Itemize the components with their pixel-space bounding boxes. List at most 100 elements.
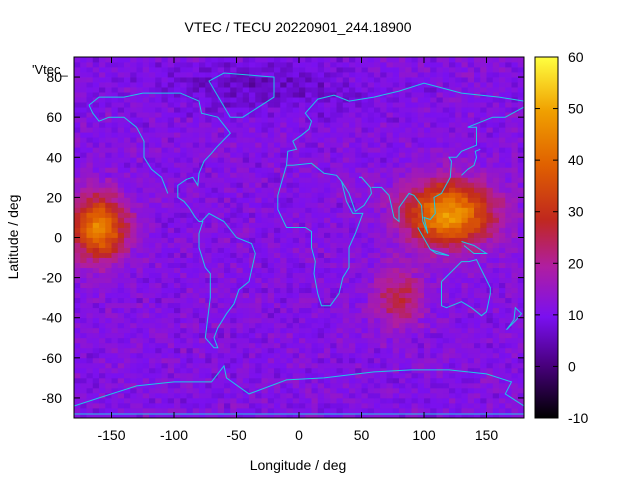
heatmap-cell (330, 342, 337, 349)
heatmap-cell (311, 187, 319, 193)
heatmap-cell (161, 327, 169, 334)
heatmap-cell (130, 372, 137, 379)
heatmap-cell (186, 282, 194, 289)
heatmap-cell (399, 362, 406, 369)
heatmap-cell (286, 247, 294, 253)
heatmap-cell (280, 167, 287, 173)
heatmap-cell (442, 347, 450, 354)
heatmap-cell (136, 327, 144, 334)
heatmap-cell (380, 192, 387, 198)
heatmap-cell (486, 352, 494, 359)
heatmap-cell (274, 142, 281, 148)
heatmap-cell (92, 172, 100, 178)
heatmap-cell (461, 202, 469, 208)
heatmap-cell (174, 152, 181, 158)
heatmap-cell (111, 117, 119, 123)
heatmap-cell (449, 72, 456, 78)
heatmap-cell (261, 197, 269, 203)
heatmap-cell (230, 137, 237, 143)
heatmap-cell (467, 97, 475, 103)
heatmap-cell (105, 252, 112, 258)
heatmap-cell (342, 147, 350, 153)
heatmap-cell (117, 232, 125, 238)
heatmap-cell (424, 312, 431, 319)
heatmap-cell (517, 302, 524, 309)
heatmap-cell (486, 312, 494, 319)
heatmap-cell (267, 87, 275, 93)
heatmap-cell (399, 287, 406, 294)
heatmap-cell (380, 97, 387, 103)
heatmap-cell (330, 212, 337, 218)
heatmap-cell (436, 302, 444, 309)
heatmap-cell (336, 252, 344, 258)
heatmap-cell (480, 232, 487, 238)
heatmap-cell (361, 122, 369, 128)
heatmap-cell (392, 397, 400, 404)
heatmap-cell (511, 252, 519, 258)
heatmap-cell (186, 207, 194, 213)
heatmap-cell (80, 392, 87, 399)
heatmap-cell (167, 157, 175, 163)
heatmap-cell (186, 247, 194, 253)
heatmap-cell (505, 282, 512, 289)
heatmap-cell (417, 372, 425, 379)
heatmap-cell (324, 182, 331, 188)
heatmap-cell (386, 287, 394, 294)
heatmap-cell (217, 377, 225, 384)
heatmap-cell (199, 67, 206, 73)
heatmap-cell (161, 322, 169, 329)
heatmap-cell (230, 92, 237, 98)
heatmap-cell (192, 187, 200, 193)
heatmap-cell (517, 247, 524, 253)
heatmap-cell (299, 272, 306, 279)
heatmap-cell (411, 317, 419, 324)
heatmap-cell (411, 242, 419, 248)
heatmap-cell (80, 242, 87, 248)
heatmap-cell (511, 172, 519, 178)
heatmap-cell (380, 407, 387, 414)
heatmap-cell (117, 352, 125, 359)
heatmap-cell (317, 312, 325, 319)
heatmap-cell (149, 122, 156, 128)
heatmap-cell (311, 402, 319, 409)
heatmap-cell (399, 172, 406, 178)
heatmap-cell (455, 72, 462, 78)
heatmap-cell (155, 287, 162, 294)
heatmap-cell (305, 257, 312, 263)
heatmap-cell (380, 72, 387, 78)
heatmap-cell (192, 327, 200, 334)
heatmap-cell (492, 297, 500, 304)
heatmap-cell (236, 202, 244, 208)
heatmap-cell (224, 362, 231, 369)
heatmap-cell (136, 102, 144, 108)
heatmap-cell (230, 257, 237, 263)
heatmap-cell (124, 337, 131, 344)
heatmap-cell (99, 227, 106, 233)
heatmap-cell (74, 307, 81, 314)
heatmap-cell (280, 162, 287, 168)
heatmap-cell (486, 347, 494, 354)
heatmap-cell (292, 137, 300, 143)
heatmap-cell (149, 337, 156, 344)
heatmap-cell (399, 202, 406, 208)
heatmap-cell (374, 362, 381, 369)
heatmap-cell (430, 262, 437, 268)
heatmap-cell (361, 177, 369, 183)
heatmap-cell (361, 162, 369, 168)
heatmap-cell (411, 282, 419, 289)
heatmap-cell (136, 362, 144, 369)
heatmap-cell (517, 172, 524, 178)
heatmap-cell (255, 72, 262, 78)
heatmap-cell (292, 252, 300, 258)
heatmap-cell (511, 332, 519, 339)
heatmap-cell (86, 117, 94, 123)
heatmap-cell (455, 352, 462, 359)
heatmap-cell (117, 342, 125, 349)
heatmap-cell (136, 287, 144, 294)
heatmap-cell (136, 312, 144, 319)
heatmap-cell (92, 362, 100, 369)
heatmap-cell (149, 112, 156, 118)
heatmap-cell (317, 377, 325, 384)
heatmap-cell (136, 307, 144, 314)
heatmap-cell (505, 172, 512, 178)
